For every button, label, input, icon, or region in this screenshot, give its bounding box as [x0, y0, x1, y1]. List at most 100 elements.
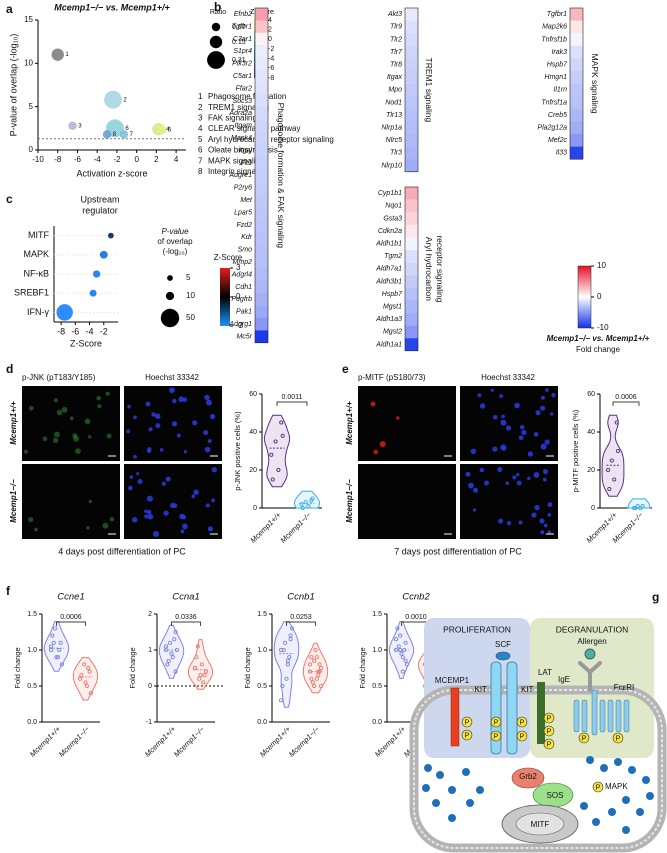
receptor-label: KIT: [521, 685, 534, 694]
cell-signal: [211, 467, 217, 473]
block-title: TREM1 signaling: [424, 58, 434, 123]
micrograph: [22, 464, 120, 539]
phospho-site: [543, 738, 555, 750]
data-point: [316, 669, 321, 674]
y-tick-label: 20: [587, 467, 595, 474]
heatmap-frame: [254, 7, 269, 344]
granule: [642, 776, 650, 784]
cell-signal: [179, 513, 185, 520]
point-label: 2: [123, 97, 127, 103]
data-point: [640, 504, 645, 509]
data-point: [609, 458, 614, 463]
data-point: [318, 683, 324, 689]
heatmap-cell: [255, 94, 268, 108]
phospho-site: [461, 716, 473, 728]
cell-signal: [514, 402, 520, 409]
gene-label: Mpo: [388, 87, 402, 94]
block-title: MAPK signaling: [590, 54, 600, 114]
heatmap-cell: [405, 300, 418, 314]
legend-size-label: 10: [186, 291, 195, 300]
colorbar-label: 4: [268, 17, 272, 24]
data-point: [633, 505, 638, 511]
gene-label: Mgst1: [383, 304, 402, 311]
gene-label: Pak1: [236, 309, 252, 316]
pathway-number: 5: [198, 135, 203, 144]
gene-label: Tlr2: [390, 36, 402, 43]
significance-bracket: [56, 621, 86, 626]
gene-label: Fzd2: [236, 222, 252, 229]
data-point: [300, 505, 305, 511]
phospho-site: [612, 732, 624, 744]
membrane-inner: [413, 689, 663, 849]
cell-signal: [540, 395, 545, 400]
row-label: Mcemp1+/+: [345, 401, 354, 445]
cell-signal: [61, 406, 68, 413]
pathway-name: TREM1 signaling: [208, 103, 269, 112]
data-point: [163, 644, 169, 649]
data-point: [192, 665, 198, 671]
gene-label: Nqo1: [385, 203, 402, 210]
gene-label: Tlr3: [390, 150, 402, 157]
legend-title: Mcemp1−/− vs. Mcemp1+/+: [547, 334, 650, 343]
heatmap-cell: [255, 280, 268, 294]
micrograph: [22, 386, 120, 461]
gene-label: Flt1: [240, 160, 252, 167]
counterstain-label: Hoechst 33342: [481, 373, 535, 382]
gene-label: Mapk4: [231, 135, 252, 142]
phospho-label: P: [547, 728, 552, 735]
heatmap-cell: [255, 70, 268, 83]
cell-signal: [183, 450, 187, 454]
colorbar-label: -3: [236, 321, 244, 330]
cell-signal: [84, 418, 91, 425]
cell-signal: [155, 423, 161, 429]
x-tick-label: Mcemp1+/+: [248, 510, 283, 545]
heatmap-cell: [405, 187, 418, 200]
cell-signal: [211, 498, 215, 503]
cell-signal: [144, 514, 149, 519]
cell-signal: [28, 405, 34, 411]
cell-signal: [472, 508, 477, 512]
y-tick-label: 0.5: [257, 683, 267, 690]
x-tick-label: 0: [134, 155, 139, 164]
phospho-label: P: [465, 719, 470, 726]
heatmap-cell: [255, 218, 268, 232]
gene-label: Adgre1: [228, 172, 252, 179]
data-point: [88, 691, 94, 696]
cell-signal: [153, 531, 160, 538]
y-tick-label: 0: [253, 505, 257, 512]
data-point: [197, 676, 202, 681]
fc-receptor-chain: [599, 699, 606, 733]
cell-signal: [133, 454, 137, 459]
granule: [432, 799, 440, 807]
cell-signal: [147, 513, 154, 520]
phospho-site: [543, 725, 555, 737]
pathway-number: 7: [198, 156, 203, 165]
cell-signal: [193, 489, 199, 495]
y-tick-label: 0: [148, 683, 152, 690]
p-value: 0.0006: [615, 394, 637, 401]
gene-label: Itgax: [387, 74, 403, 81]
data-point: [393, 647, 399, 653]
cell-signal: [137, 479, 143, 485]
cell-signal: [518, 435, 524, 441]
heatmap-cell: [255, 57, 268, 71]
data-point: [280, 433, 285, 438]
data-point: [194, 655, 199, 660]
granule: [586, 756, 594, 764]
heatmap-cell: [570, 83, 583, 97]
cell-signal: [147, 509, 152, 515]
violin: [43, 621, 70, 672]
legend-size-label: 50: [186, 313, 195, 322]
fc-receptor-chain: [607, 699, 614, 733]
data-point: [168, 640, 173, 645]
gene-label: Cdkn2a: [378, 228, 402, 235]
ligand: [495, 651, 511, 661]
data-point: [173, 669, 178, 674]
panel-label: c: [6, 192, 13, 206]
x-tick-label: -4: [86, 326, 94, 336]
legend-title: Z-Score: [214, 253, 243, 262]
colorbar-label: 0: [597, 292, 602, 301]
data-point: [278, 698, 284, 703]
data-point: [48, 644, 54, 649]
data-point: [396, 644, 401, 649]
